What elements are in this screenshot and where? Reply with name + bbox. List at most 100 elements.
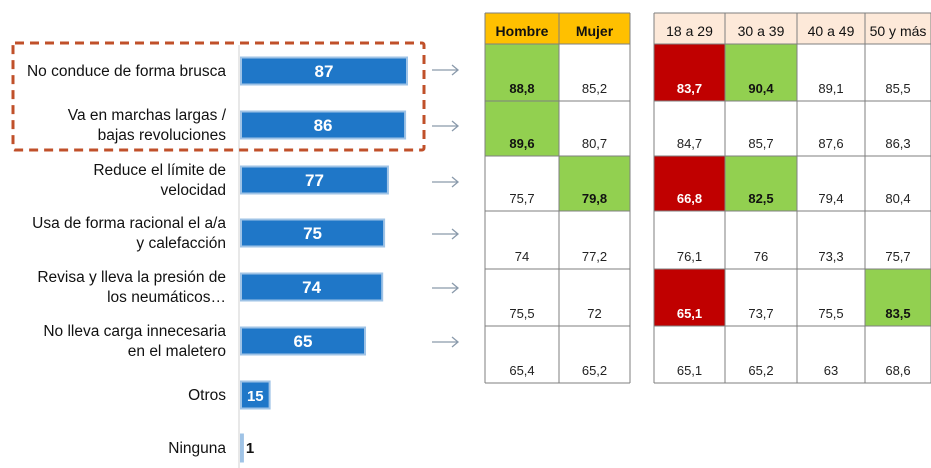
- table-cell: [725, 44, 797, 101]
- header-cell: [797, 13, 865, 44]
- table-group: Hombre Mujer 88,8 85,2 89,6 80,7 75,7 79,8 74 77,…: [484, 12, 631, 384]
- arrow-icon: [432, 336, 460, 348]
- table-cell: [725, 101, 797, 156]
- table-cell: [725, 211, 797, 269]
- comparison-table: Hombre Mujer 88,8 85,2 89,6 80,7 75,7 79,8 74 77,…: [484, 12, 931, 384]
- cell-value: 82,5: [748, 191, 773, 206]
- cell-value: 90,4: [748, 81, 774, 96]
- table-group: 18 a 29 30 a 39 40 a 49 50 y más 83,7 90,4 89,…: [653, 12, 931, 384]
- table-cell: [559, 101, 630, 156]
- bar-data-label: 75: [303, 224, 322, 243]
- table-cell: [559, 211, 630, 269]
- bar: [240, 218, 386, 248]
- table-cell: [654, 326, 725, 383]
- table-cell: [865, 326, 931, 383]
- category-label: Ninguna: [168, 440, 226, 457]
- cell-value: 87,6: [818, 136, 843, 151]
- cell-value: 75,7: [509, 191, 534, 206]
- cell-value: 66,8: [677, 191, 702, 206]
- table-cell: [559, 44, 630, 101]
- cell-value: 63: [824, 363, 838, 378]
- table-cell: [797, 211, 865, 269]
- cell-value: 76: [754, 249, 768, 264]
- table-cell: [559, 326, 630, 383]
- column-header: 40 a 49: [808, 23, 855, 39]
- header-cell: [865, 13, 931, 44]
- cell-value: 76,1: [677, 249, 702, 264]
- table-cell: [654, 211, 725, 269]
- cell-value: 65,2: [748, 363, 773, 378]
- category-label: Usa de forma racional el a/a: [32, 215, 226, 232]
- category-label: velocidad: [161, 182, 227, 199]
- cell-value: 80,4: [885, 191, 910, 206]
- table-cell: [797, 326, 865, 383]
- cell-value: 80,7: [582, 136, 607, 151]
- table-cell: [797, 156, 865, 211]
- cell-value: 84,7: [677, 136, 702, 151]
- arrow-icon: [432, 228, 460, 240]
- bar-data-label: 65: [294, 332, 313, 351]
- header-cell: [725, 13, 797, 44]
- cell-value: 88,8: [509, 81, 534, 96]
- cell-value: 75,7: [885, 249, 910, 264]
- cell-value: 77,2: [582, 249, 607, 264]
- table-cell: [485, 156, 559, 211]
- arrow-icon: [432, 176, 460, 188]
- bar: [240, 326, 367, 356]
- arrow-icon: [432, 120, 460, 132]
- cell-value: 86,3: [885, 136, 910, 151]
- column-header: Mujer: [576, 23, 614, 39]
- cell-value: 89,6: [509, 136, 534, 151]
- table-cell: [797, 101, 865, 156]
- cell-value: 79,8: [582, 191, 607, 206]
- cell-value: 75,5: [509, 306, 534, 321]
- cell-value: 73,7: [748, 306, 773, 321]
- category-label: Va en marchas largas /: [68, 107, 227, 124]
- cell-value: 85,2: [582, 81, 607, 96]
- cell-value: 65,4: [509, 363, 534, 378]
- bar-chart: No conduce de forma brusca 87 Va en marcha…: [11, 41, 460, 468]
- table-cell: [797, 44, 865, 101]
- highlight-box: [11, 41, 426, 152]
- bar-data-label: 15: [247, 388, 264, 405]
- cell-value: 65,2: [582, 363, 607, 378]
- table-cell: [654, 101, 725, 156]
- category-label: y calefacción: [136, 235, 226, 252]
- bar: [240, 110, 407, 140]
- bar: [240, 380, 271, 410]
- table-cell: [559, 156, 630, 211]
- table-cell: [865, 156, 931, 211]
- bar-data-label: 1: [246, 440, 254, 457]
- cell-value: 83,7: [677, 81, 702, 96]
- bar-data-label: 77: [305, 171, 324, 190]
- table-cell: [725, 326, 797, 383]
- table-cell: [797, 269, 865, 326]
- category-label: bajas revoluciones: [98, 127, 227, 144]
- header-cell: [559, 13, 630, 44]
- cell-value: 89,1: [818, 81, 843, 96]
- table-cell: [485, 211, 559, 269]
- table-cell: [559, 269, 630, 326]
- header-cell: [654, 13, 725, 44]
- table-cell: [654, 156, 725, 211]
- bar-data-label: 74: [302, 278, 321, 297]
- table-cell: [865, 211, 931, 269]
- arrow-icon: [432, 282, 460, 294]
- cell-value: 74: [515, 249, 529, 264]
- arrow-icon: [432, 64, 460, 76]
- column-header: 30 a 39: [738, 23, 785, 39]
- table-cell: [725, 269, 797, 326]
- table-cell: [485, 269, 559, 326]
- cell-value: 83,5: [885, 306, 910, 321]
- bar-data-label: 86: [314, 116, 333, 135]
- table-cell: [865, 44, 931, 101]
- column-header: 50 y más: [870, 23, 927, 39]
- cell-value: 65,1: [677, 306, 702, 321]
- bar: [240, 165, 389, 195]
- column-header: 18 a 29: [666, 23, 713, 39]
- table-cell: [654, 269, 725, 326]
- bar-data-label: 87: [315, 62, 334, 81]
- category-label: Reduce el límite de: [93, 162, 226, 179]
- cell-value: 65,1: [677, 363, 702, 378]
